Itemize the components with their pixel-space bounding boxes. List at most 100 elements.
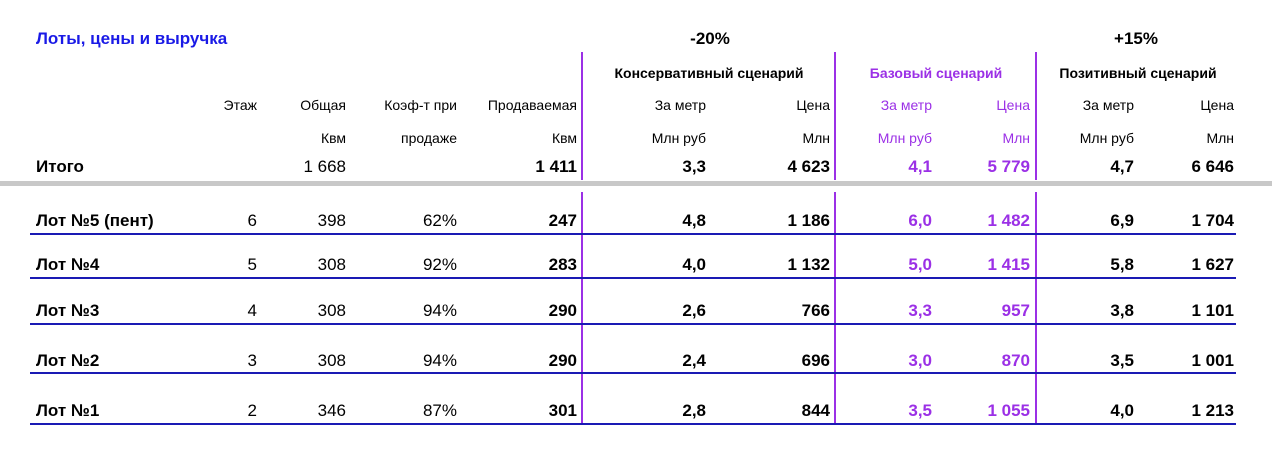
total-pos-price: 6 646 xyxy=(1191,157,1234,176)
lot-coef: 94% xyxy=(422,351,457,370)
lot-pos-per-m: 3,5 xyxy=(1110,351,1134,370)
lot-cons-per-m: 4,8 xyxy=(682,211,706,230)
lot-base-price: 1 055 xyxy=(987,401,1030,420)
lot-base-per-m: 3,0 xyxy=(908,351,932,370)
lot-base-price: 957 xyxy=(1001,301,1030,320)
lot-base-price: 1 482 xyxy=(987,211,1030,230)
row-underline xyxy=(30,372,1236,374)
lot-cons-price: 766 xyxy=(801,301,830,320)
lot-pos-price: 1 001 xyxy=(1191,351,1234,370)
lot-sell-sqm: 290 xyxy=(548,351,577,370)
lot-pos-per-m: 6,9 xyxy=(1110,211,1134,230)
divider-mid-body xyxy=(834,192,836,424)
lot-base-price: 870 xyxy=(1001,351,1030,370)
divider-left-body xyxy=(581,192,583,424)
lot-base-price: 1 415 xyxy=(987,255,1030,274)
lot-sell-sqm: 283 xyxy=(548,255,577,274)
lot-floor: 4 xyxy=(247,301,257,320)
lot-coef: 94% xyxy=(422,301,457,320)
header-cons-per-m-l1: За метр xyxy=(654,97,706,113)
header-sell-sqm-l1: Продаваемая xyxy=(487,97,577,113)
total-separator xyxy=(0,181,1272,186)
lot-pos-price: 1 704 xyxy=(1191,211,1234,230)
header-total-sqm-l2: Квм xyxy=(320,130,346,146)
lot-pos-price: 1 213 xyxy=(1191,401,1234,420)
row-underline xyxy=(30,423,1236,425)
lot-label: Лот №4 xyxy=(36,255,100,274)
positive-scenario-header: Позитивный сценарий xyxy=(1059,65,1217,81)
lot-cons-per-m: 4,0 xyxy=(682,255,706,274)
header-coef-l1: Коэф-т при xyxy=(384,97,457,113)
lot-floor: 6 xyxy=(247,211,257,230)
lot-base-per-m: 3,3 xyxy=(908,301,932,320)
total-sell-sqm: 1 411 xyxy=(535,157,577,176)
lot-cons-per-m: 2,6 xyxy=(682,301,706,320)
lot-pos-per-m: 5,8 xyxy=(1110,255,1134,274)
lot-label: Лот №1 xyxy=(36,401,100,420)
conservative-scenario-header: Консервативный сценарий xyxy=(614,65,804,81)
header-coef-l2: продаже xyxy=(401,130,457,146)
lot-sell-sqm: 290 xyxy=(548,301,577,320)
lot-pos-price: 1 627 xyxy=(1191,255,1234,274)
header-pos-per-m-l1: За метр xyxy=(1082,97,1134,113)
lot-sell-sqm: 247 xyxy=(548,211,577,230)
lot-cons-per-m: 2,8 xyxy=(682,401,706,420)
divider-mid-top xyxy=(834,52,836,180)
conservative-pct: -20% xyxy=(690,29,730,48)
header-pos-price-l2: Млн xyxy=(1206,130,1234,146)
lot-total-sqm: 308 xyxy=(317,301,346,320)
divider-left-top xyxy=(581,52,583,180)
header-cons-per-m-l2: Млн руб xyxy=(651,130,706,146)
lot-label: Лот №2 xyxy=(36,351,100,370)
header-cons-price-l2: Млн xyxy=(802,130,830,146)
lot-total-sqm: 308 xyxy=(317,255,346,274)
header-base-price-l1: Цена xyxy=(996,97,1030,113)
total-base-per-m: 4,1 xyxy=(908,157,932,176)
lot-cons-price: 1 132 xyxy=(787,255,830,274)
total-total-sqm: 1 668 xyxy=(303,157,346,176)
lot-total-sqm: 398 xyxy=(317,211,346,230)
lot-coef: 92% xyxy=(422,255,457,274)
lot-floor: 3 xyxy=(247,351,257,370)
row-underline xyxy=(30,233,1236,235)
lot-floor: 5 xyxy=(247,255,257,274)
lot-label: Лот №5 (пент) xyxy=(36,211,154,230)
header-base-price-l2: Млн xyxy=(1002,130,1030,146)
base-scenario-header: Базовый сценарий xyxy=(869,65,1003,81)
header-base-per-m-l2: Млн руб xyxy=(877,130,932,146)
header-total-sqm-l1: Общая xyxy=(300,97,346,113)
row-underline xyxy=(30,277,1236,279)
lot-coef: 87% xyxy=(422,401,457,420)
lot-cons-per-m: 2,4 xyxy=(682,351,706,370)
total-base-price: 5 779 xyxy=(987,157,1030,176)
total-cons-per-m: 3,3 xyxy=(682,157,706,176)
header-cons-price-l1: Цена xyxy=(796,97,830,113)
lot-base-per-m: 6,0 xyxy=(908,211,932,230)
lot-coef: 62% xyxy=(422,211,457,230)
lot-pos-price: 1 101 xyxy=(1191,301,1234,320)
lot-pos-per-m: 3,8 xyxy=(1110,301,1134,320)
divider-right-body xyxy=(1035,192,1037,424)
lot-floor: 2 xyxy=(247,401,257,420)
row-underline xyxy=(30,323,1236,325)
divider-right-top xyxy=(1035,52,1037,180)
lot-base-per-m: 5,0 xyxy=(908,255,932,274)
positive-pct: +15% xyxy=(1114,29,1158,48)
lot-cons-price: 844 xyxy=(801,401,830,420)
lot-sell-sqm: 301 xyxy=(548,401,577,420)
header-sell-sqm-l2: Квм xyxy=(551,130,577,146)
table-title: Лоты, цены и выручка xyxy=(36,29,228,48)
header-base-per-m-l1: За метр xyxy=(880,97,932,113)
header-floor: Этаж xyxy=(223,97,257,113)
total-pos-per-m: 4,7 xyxy=(1110,157,1134,176)
lot-pos-per-m: 4,0 xyxy=(1110,401,1134,420)
total-cons-price: 4 623 xyxy=(787,157,830,176)
header-pos-per-m-l2: Млн руб xyxy=(1079,130,1134,146)
lot-total-sqm: 346 xyxy=(317,401,346,420)
header-pos-price-l1: Цена xyxy=(1200,97,1234,113)
lot-label: Лот №3 xyxy=(36,301,100,320)
lot-base-per-m: 3,5 xyxy=(908,401,932,420)
lot-cons-price: 696 xyxy=(801,351,830,370)
lot-cons-price: 1 186 xyxy=(787,211,830,230)
lot-total-sqm: 308 xyxy=(317,351,346,370)
